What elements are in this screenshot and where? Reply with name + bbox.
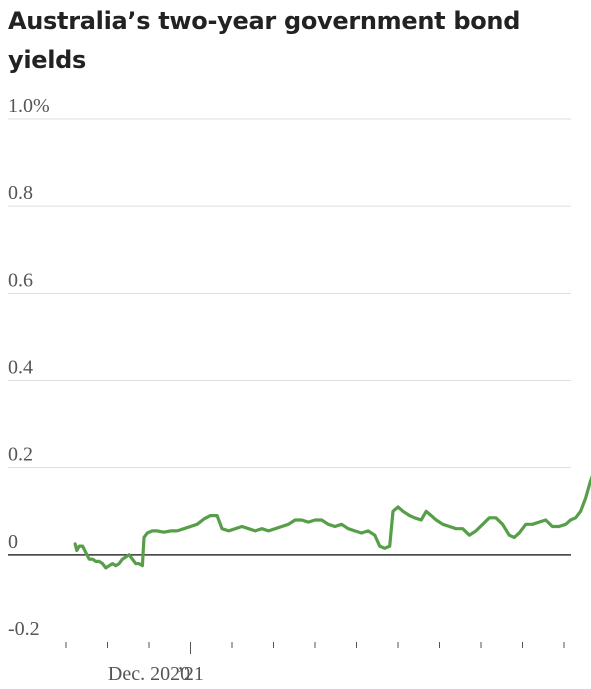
series-line <box>73 475 591 570</box>
y-tick-label: 0.4 <box>8 357 33 379</box>
y-tick-label: -0.2 <box>8 618 40 640</box>
series-layer <box>73 475 591 570</box>
y-tick-label: 0 <box>8 531 18 553</box>
gridlines <box>8 118 571 556</box>
y-tick-label: 0.2 <box>8 444 33 466</box>
y-tick-label: 0.8 <box>8 182 33 204</box>
y-tick-label: 0.6 <box>8 269 33 291</box>
chart-title: Australia’s two-year government bond yie… <box>8 7 521 74</box>
y-tick-label: 1.0% <box>8 95 50 117</box>
y-axis-tick-labels: 1.0% 0.8 0.6 0.4 0.2 0 -0.2 <box>8 95 50 640</box>
x-axis: Dec. 2020’21 <box>65 642 565 685</box>
x-tick-label: ’21 <box>177 663 204 685</box>
x-tick-label: Dec. 2020 <box>108 663 190 685</box>
